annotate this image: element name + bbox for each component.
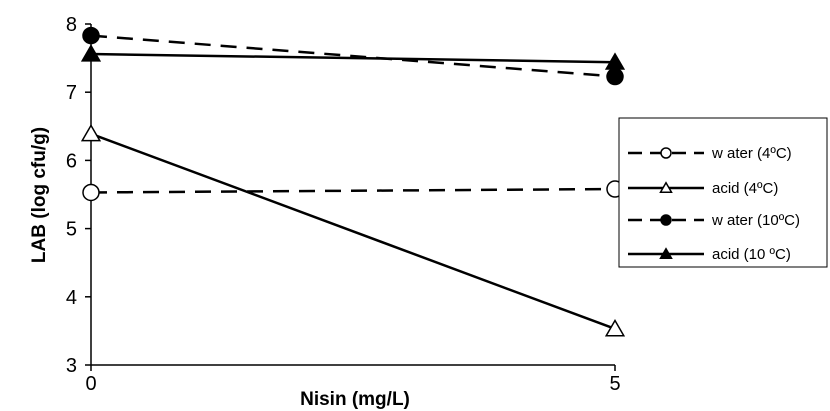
legend-label: acid (10 ºC)	[712, 246, 791, 263]
series-line-1	[90, 187, 616, 194]
x-tick-label: 5	[609, 373, 620, 395]
axes	[90, 24, 615, 366]
y-tick-label: 7	[66, 82, 77, 104]
series-markers	[80, 26, 626, 337]
series-line-4	[90, 52, 616, 64]
y-tick-label: 4	[66, 287, 77, 309]
legend: w ater (4ºC) acid (4ºC) w ater (10ºC) acid …	[618, 117, 828, 268]
data-point-series-3	[82, 26, 100, 45]
legend-label: w ater (4ºC)	[711, 145, 792, 162]
y-tick-label: 3	[66, 355, 77, 377]
y-ticks: 3 4 5 6 7 8	[66, 14, 91, 377]
data-point-series-2	[604, 318, 626, 337]
y-tick-label: 5	[66, 219, 77, 241]
y-axis-title: LAB (log cfu/g)	[29, 127, 50, 263]
legend-marker	[660, 214, 672, 226]
y-tick-label: 8	[66, 14, 77, 36]
series-line-3	[90, 34, 616, 78]
series-lines	[90, 34, 616, 331]
legend-marker	[659, 247, 673, 260]
legend-marker	[659, 181, 673, 194]
legend-label: acid (4ºC)	[712, 180, 778, 197]
data-point-series-3	[606, 67, 624, 86]
legend-marker	[660, 147, 672, 159]
legend-label: w ater (10ºC)	[711, 212, 800, 229]
x-tick-label: 0	[85, 373, 96, 395]
data-point-series-1	[82, 183, 100, 202]
y-tick-label: 6	[66, 150, 77, 172]
data-point-series-2	[80, 123, 102, 142]
data-point-series-4	[80, 44, 102, 62]
x-axis-title: Nisin (mg/L)	[300, 389, 410, 410]
data-point-series-4	[604, 52, 626, 70]
series-line-2	[90, 132, 616, 331]
legend-box	[618, 117, 828, 268]
